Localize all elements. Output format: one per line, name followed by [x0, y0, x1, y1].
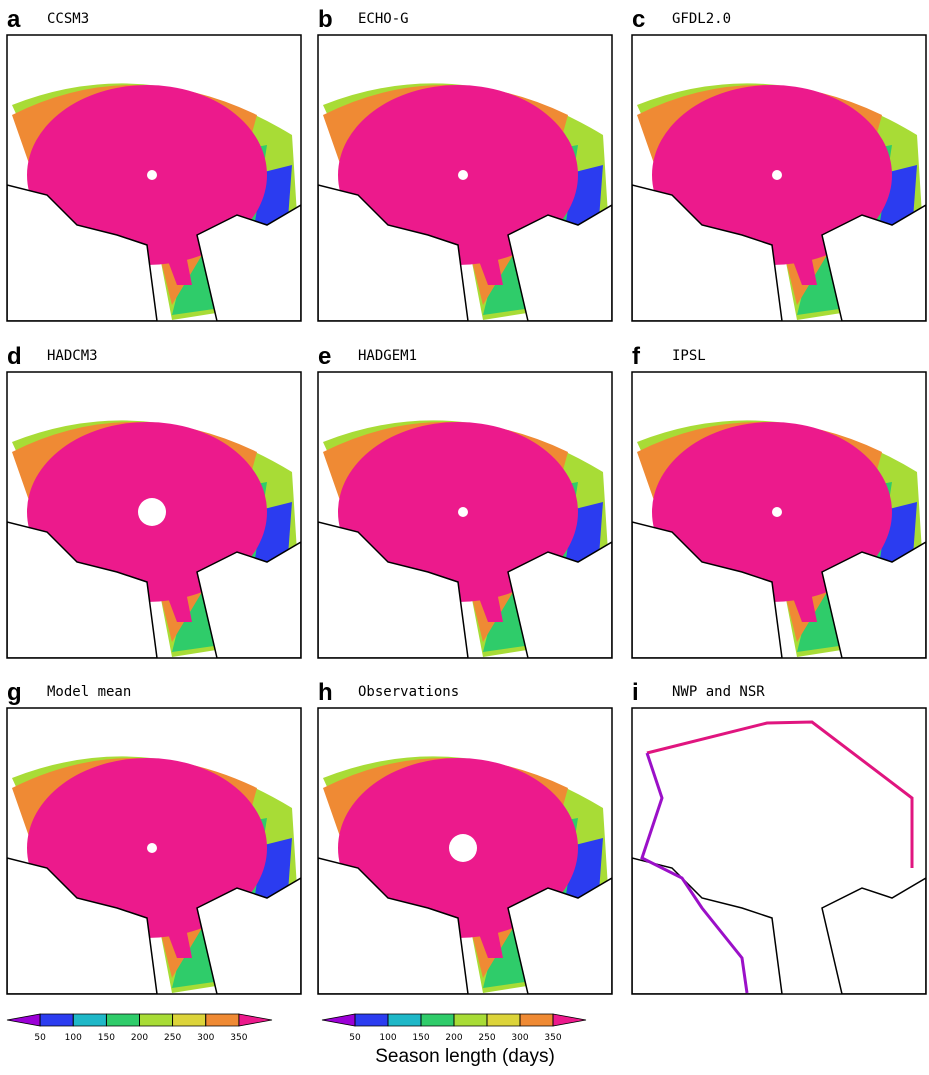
colorbar-tick-label: 150: [412, 1033, 429, 1043]
colorbar-tick-label: 250: [164, 1033, 181, 1043]
colorbar-segment: [553, 1014, 586, 1026]
panel-title: CCSM3: [47, 11, 89, 27]
figure: Season length (days) a CCSM3 b ECHO-G c GFDL2…: [0, 0, 929, 1075]
land: [822, 878, 926, 994]
pole: [458, 170, 468, 180]
panel-letter: d: [7, 343, 22, 370]
panel-title: Observations: [358, 684, 459, 700]
colorbar-segment: [322, 1014, 355, 1026]
panel-letter: c: [632, 6, 645, 33]
panel-title: NWP and NSR: [672, 684, 765, 700]
map: [7, 756, 301, 994]
colorbar-tick-label: 200: [445, 1033, 462, 1043]
pole: [138, 498, 166, 526]
map: [318, 756, 612, 994]
panel-title: HADGEM1: [358, 348, 417, 364]
colorbar-tick-label: 200: [131, 1033, 148, 1043]
colorbar-tick-label: 350: [544, 1033, 561, 1043]
colorbar-segment: [388, 1014, 421, 1026]
colorbar-tick-label: 300: [511, 1033, 528, 1043]
colorbar-segment: [421, 1014, 454, 1026]
colorbar-segment: [487, 1014, 520, 1026]
colorbar-segment: [73, 1014, 106, 1026]
pole: [449, 834, 477, 862]
colorbar-segment: [239, 1014, 272, 1026]
panel-letter: b: [318, 6, 333, 33]
panel-title: IPSL: [672, 348, 706, 364]
map: [632, 722, 926, 994]
colorbar-label: Season length (days): [375, 1046, 555, 1067]
map: [7, 420, 301, 658]
colorbar-tick-label: 50: [349, 1033, 361, 1043]
route-nsr: [647, 722, 912, 868]
pole: [147, 170, 157, 180]
map: [632, 83, 926, 321]
panel-letter: f: [632, 343, 641, 370]
pole: [147, 843, 157, 853]
colorbar-tick-label: 50: [34, 1033, 46, 1043]
land: [632, 858, 782, 994]
colorbar-tick-label: 300: [197, 1033, 214, 1043]
colorbar-segment: [206, 1014, 239, 1026]
colorbar-segment: [520, 1014, 553, 1026]
panel-title: HADCM3: [47, 348, 98, 364]
colorbar-tick-label: 150: [98, 1033, 115, 1043]
panel-title: ECHO-G: [358, 11, 409, 27]
map: [632, 420, 926, 658]
panel-letter: h: [318, 679, 333, 706]
panel-letter: a: [7, 6, 21, 33]
colorbar-segment: [106, 1014, 139, 1026]
pole: [458, 507, 468, 517]
colorbar-segment: [7, 1014, 40, 1026]
map: [318, 83, 612, 321]
colorbar-tick-label: 350: [230, 1033, 247, 1043]
colorbar-segment: [173, 1014, 206, 1026]
panel-letter: g: [7, 679, 22, 706]
colorbar-segment: [40, 1014, 73, 1026]
colorbar-tick-label: 100: [379, 1033, 396, 1043]
colorbar-segment: [454, 1014, 487, 1026]
map: [318, 420, 612, 658]
colorbar-segment: [355, 1014, 388, 1026]
panel-letter: i: [632, 679, 639, 706]
pole: [772, 507, 782, 517]
panel-title: Model mean: [47, 684, 131, 700]
colorbar-segment: [140, 1014, 173, 1026]
panel-title: GFDL2.0: [672, 11, 731, 27]
map: [7, 83, 301, 321]
pole: [772, 170, 782, 180]
panel-letter: e: [318, 343, 331, 370]
colorbar-tick-label: 250: [478, 1033, 495, 1043]
colorbar-tick-label: 100: [65, 1033, 82, 1043]
